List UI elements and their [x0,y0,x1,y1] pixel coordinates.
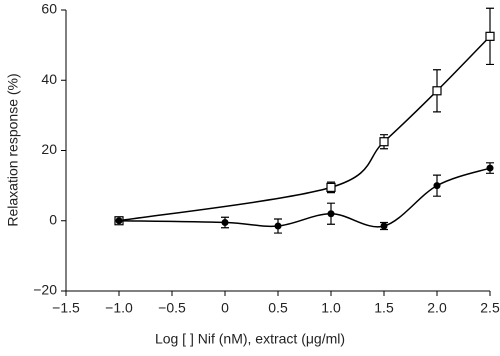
data-point [274,222,282,230]
x-tick-label: 1.5 [374,300,394,316]
x-tick-label: 1.0 [321,300,341,316]
data-point [486,164,494,172]
y-tick-label: 40 [41,71,57,87]
x-tick-label: −0.5 [158,300,186,316]
x-tick-label: −1.0 [105,300,133,316]
data-point [433,182,441,190]
y-tick-label: 0 [49,211,57,227]
data-point [326,182,336,192]
data-point [221,219,229,227]
x-tick-label: 2.5 [480,300,500,316]
fit-curve [118,35,491,222]
x-tick-label: 2.0 [427,300,447,316]
data-point [432,86,442,96]
data-point [380,222,388,230]
x-tick-label: 0.5 [268,300,288,316]
x-tick-label: 0 [221,300,229,316]
x-axis-label: Log [ ] Nif (nM), extract (μg/ml) [155,331,345,347]
data-point [379,137,389,147]
y-tick-label: 20 [41,141,57,157]
data-point [485,31,495,41]
y-tick-label: −20 [33,282,57,298]
data-point [115,217,123,225]
y-tick-label: 60 [41,1,57,17]
fit-curve [118,167,491,228]
x-tick-label: −1.5 [52,300,80,316]
y-axis-label: Relaxation response (%) [5,73,21,226]
data-point [327,210,335,218]
